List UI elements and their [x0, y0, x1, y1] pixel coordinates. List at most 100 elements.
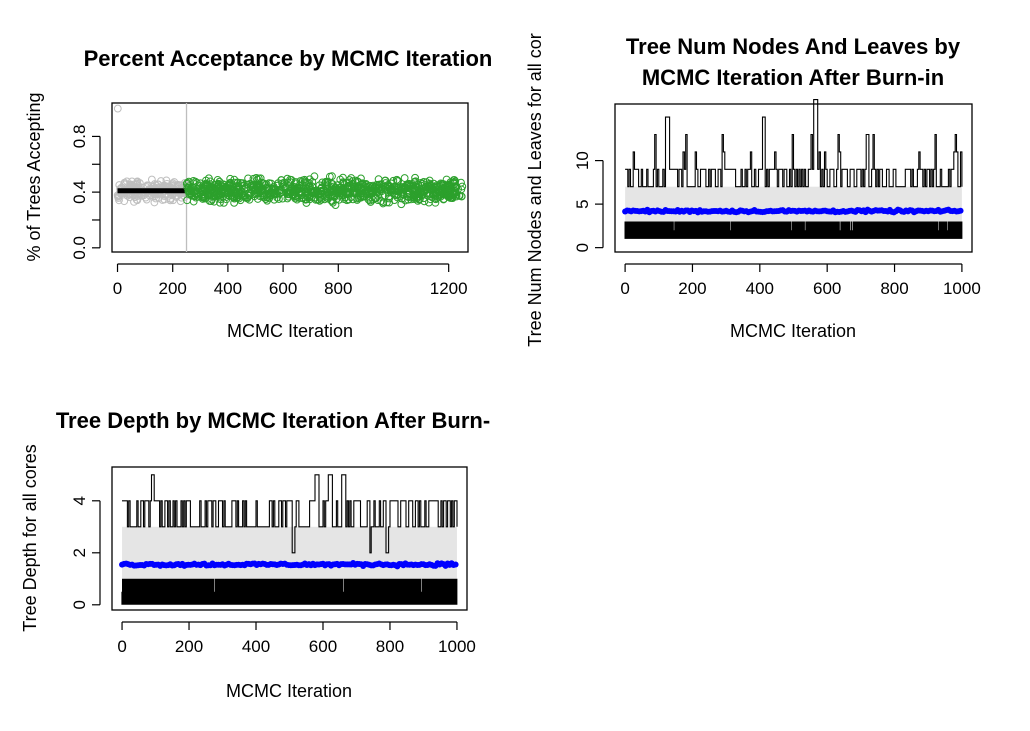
acceptance-y-tick-label: 0.4 [70, 180, 89, 204]
post-burn-in-point [196, 179, 205, 188]
post-burn-in-point [192, 189, 201, 198]
post-burn-in-point [345, 182, 354, 191]
nodes-x-tick-label: 0 [620, 279, 629, 298]
post-burn-in-point [373, 196, 382, 204]
post-burn-in-point [310, 172, 319, 181]
post-burn-in-point [458, 182, 467, 191]
acceptance-y-tick-label: 0.8 [70, 125, 89, 149]
depth-axes: 0 200 400 600 800 1000 0 2 4 [70, 496, 476, 656]
depth-x-tick-label: 0 [117, 637, 126, 656]
post-burn-in-point [375, 184, 384, 193]
nodes-x-tick-label: 800 [880, 279, 908, 298]
post-burn-in-point [372, 194, 381, 202]
post-burn-in-point [366, 190, 374, 198]
post-burn-in-point [303, 191, 312, 200]
post-burn-in-point [445, 188, 454, 196]
depth-y-tick-label: 0 [70, 600, 89, 609]
depth-x-label: MCMC Iteration [226, 681, 352, 701]
depth-y-tick-label: 2 [70, 548, 89, 557]
nodes-y-tick-label: 10 [573, 151, 592, 170]
post-burn-in-point [430, 183, 439, 192]
post-burn-in-point [450, 179, 459, 188]
post-burn-in-point [185, 187, 194, 195]
depth-mean-point [452, 561, 459, 568]
post-burn-in-point [383, 198, 391, 207]
burn-in-point [115, 196, 123, 205]
nodes-plot-box [614, 103, 973, 253]
nodes-x-tick-label: 400 [746, 279, 774, 298]
nodes-x-tick-label: 1000 [943, 279, 981, 298]
nodes-series [622, 99, 964, 239]
burn-in-point [123, 177, 131, 186]
acceptance-title: Percent Acceptance by MCMC Iteration [84, 46, 493, 71]
post-burn-in-point [431, 198, 440, 207]
post-burn-in-point [385, 198, 394, 207]
depth-series [119, 474, 459, 605]
depth-min-lines [121, 578, 458, 605]
post-burn-in-point [199, 193, 208, 202]
acceptance-y-label: % of Trees Accepting [24, 92, 44, 261]
post-burn-in-point [407, 195, 415, 204]
post-burn-in-point [320, 195, 329, 204]
post-burn-in-point [345, 189, 353, 197]
burn-in-point [168, 180, 177, 189]
nodes-axes: 0 200 400 600 800 1000 0 5 10 [573, 151, 981, 298]
post-burn-in-point [290, 192, 299, 201]
acceptance-x-tick-label: 400 [214, 279, 242, 298]
post-burn-in-point [223, 188, 232, 197]
depth-title: Tree Depth by MCMC Iteration After Burn- [56, 408, 490, 433]
depth-plot-box [111, 466, 468, 611]
post-burn-in-point [339, 179, 348, 188]
acceptance-axes: 0 200 400 600 800 1200 0.0 0.4 0.8 [70, 125, 468, 298]
post-burn-in-point [187, 189, 196, 198]
post-burn-in-point [394, 190, 403, 199]
depth-x-tick-label: 600 [309, 637, 337, 656]
post-burn-in-point [303, 187, 312, 196]
post-burn-in-point [410, 195, 419, 204]
post-burn-in-point [250, 181, 259, 190]
post-burn-in-point [322, 190, 331, 199]
post-burn-in-point [321, 177, 330, 186]
post-burn-in-point [210, 192, 219, 201]
post-burn-in-point [348, 177, 357, 186]
post-burn-in-point [250, 190, 259, 199]
nodes-x-tick-label: 600 [813, 279, 841, 298]
post-burn-in-point [327, 191, 336, 200]
post-burn-in-point [442, 182, 450, 191]
burn-in-point [125, 193, 134, 202]
post-burn-in-point [457, 192, 466, 201]
post-burn-in-point [216, 198, 224, 207]
post-burn-in-point [303, 178, 312, 187]
post-burn-in-point [425, 179, 434, 188]
post-burn-in-point [286, 178, 295, 187]
post-burn-in-point [253, 181, 262, 190]
post-burn-in-point [401, 183, 410, 192]
post-burn-in-point [416, 195, 424, 203]
post-burn-in-point [218, 186, 226, 195]
post-burn-in-point [308, 177, 317, 186]
post-burn-in-point [270, 195, 279, 204]
post-burn-in-point [191, 193, 200, 202]
depth-x-tick-label: 1000 [438, 637, 476, 656]
acceptance-panel: Percent Acceptance by MCMC Iteration 0 20… [24, 46, 492, 341]
post-burn-in-point [425, 176, 434, 185]
post-burn-in-point [202, 180, 210, 189]
post-burn-in-point [387, 186, 396, 195]
post-burn-in-point [240, 191, 248, 200]
post-burn-in-point [385, 194, 394, 203]
post-burn-in-point [320, 185, 328, 194]
nodes-x-tick-label: 200 [678, 279, 706, 298]
post-burn-in-point [279, 180, 288, 189]
depth-x-tick-label: 200 [175, 637, 203, 656]
post-burn-in-point [394, 177, 403, 185]
burn-in-point [150, 198, 159, 207]
post-burn-in-point [392, 175, 401, 184]
acceptance-x-tick-label: 800 [324, 279, 352, 298]
nodes-max-line [625, 99, 963, 188]
post-burn-in-point [244, 174, 253, 183]
acceptance-y-tick-label: 0.0 [70, 236, 89, 260]
post-burn-in-point [354, 182, 363, 190]
outlier-point [113, 104, 122, 113]
post-burn-in-point [321, 178, 330, 187]
